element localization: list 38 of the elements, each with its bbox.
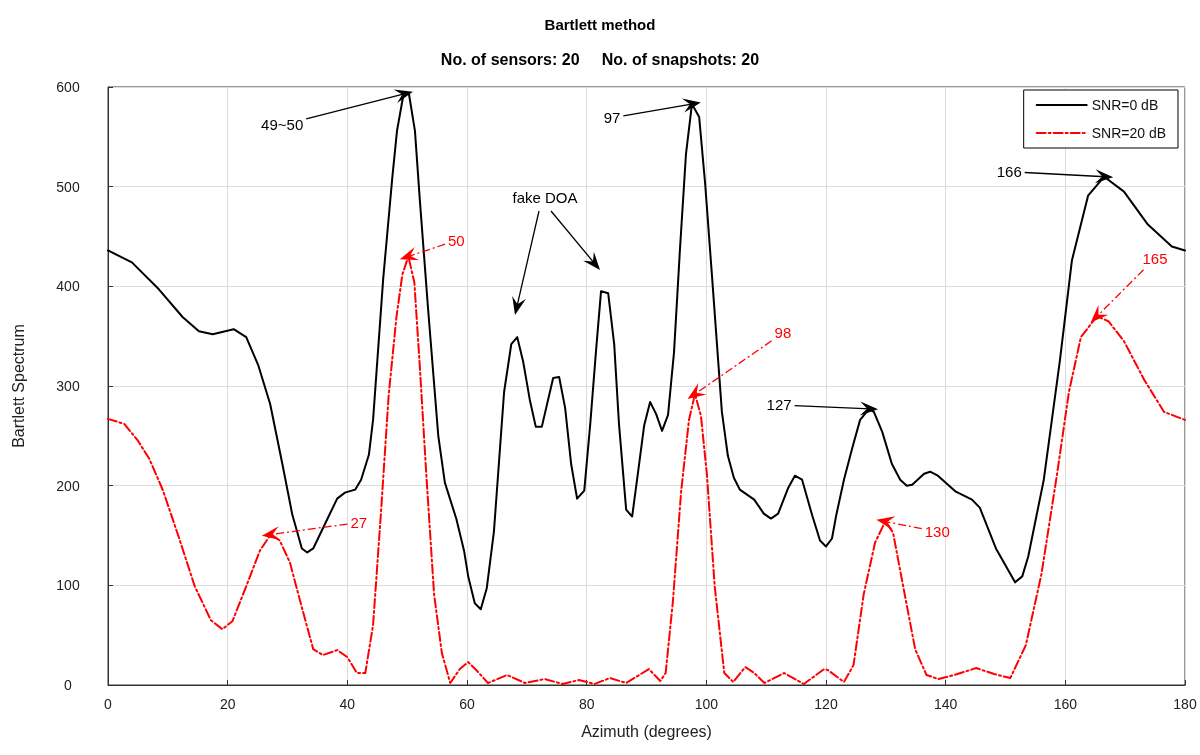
annotation: 97 xyxy=(603,109,621,127)
annotation: 165 xyxy=(1142,249,1168,267)
y-tick-label: 100 xyxy=(56,577,80,594)
x-tick-label: 80 xyxy=(578,696,595,712)
y-tick-label: 200 xyxy=(56,477,80,494)
x-tick-label: 160 xyxy=(1053,696,1078,712)
annotation: 130 xyxy=(924,523,950,541)
annotation: 166 xyxy=(996,163,1022,181)
point xyxy=(1094,169,1114,184)
point xyxy=(261,526,281,541)
x-axis-title: Azimuth (degrees) xyxy=(581,722,712,740)
annotation: 50 xyxy=(448,231,465,249)
legend-label: SNR=20 dB xyxy=(1091,125,1167,141)
annotation: 27 xyxy=(350,514,368,531)
annotation: 49~50 xyxy=(261,116,304,134)
x-tick-label: 180 xyxy=(1173,696,1197,712)
x-tick-label: 0 xyxy=(104,696,113,712)
x-tick-label: 100 xyxy=(694,696,719,712)
annotation: 127 xyxy=(766,396,792,414)
x-tick-label: 120 xyxy=(814,696,838,712)
y-axis-title: Bartlett Spectrum xyxy=(9,324,27,448)
y-tick-label: 0 xyxy=(64,677,73,693)
point xyxy=(859,401,879,416)
x-tick-label: 140 xyxy=(933,696,958,712)
x-tick-label: 60 xyxy=(459,696,475,712)
y-tick-label: 500 xyxy=(56,178,80,195)
y-tick-label: 600 xyxy=(56,79,80,95)
y-tick-label: 300 xyxy=(56,378,80,394)
annotation: 98 xyxy=(774,324,792,342)
annotation: fake DOA xyxy=(512,188,578,206)
legend-label: SNR=0 dB xyxy=(1091,97,1159,113)
point xyxy=(681,98,701,113)
x-tick-label: 20 xyxy=(219,696,236,712)
chart-title: Bartlett method xyxy=(544,16,656,33)
point xyxy=(393,89,413,103)
chart-subtitle: No. of sensors: 20 No. of snapshots: 20 xyxy=(440,50,760,68)
y-tick-label: 400 xyxy=(56,278,80,295)
x-tick-label: 40 xyxy=(339,696,356,712)
